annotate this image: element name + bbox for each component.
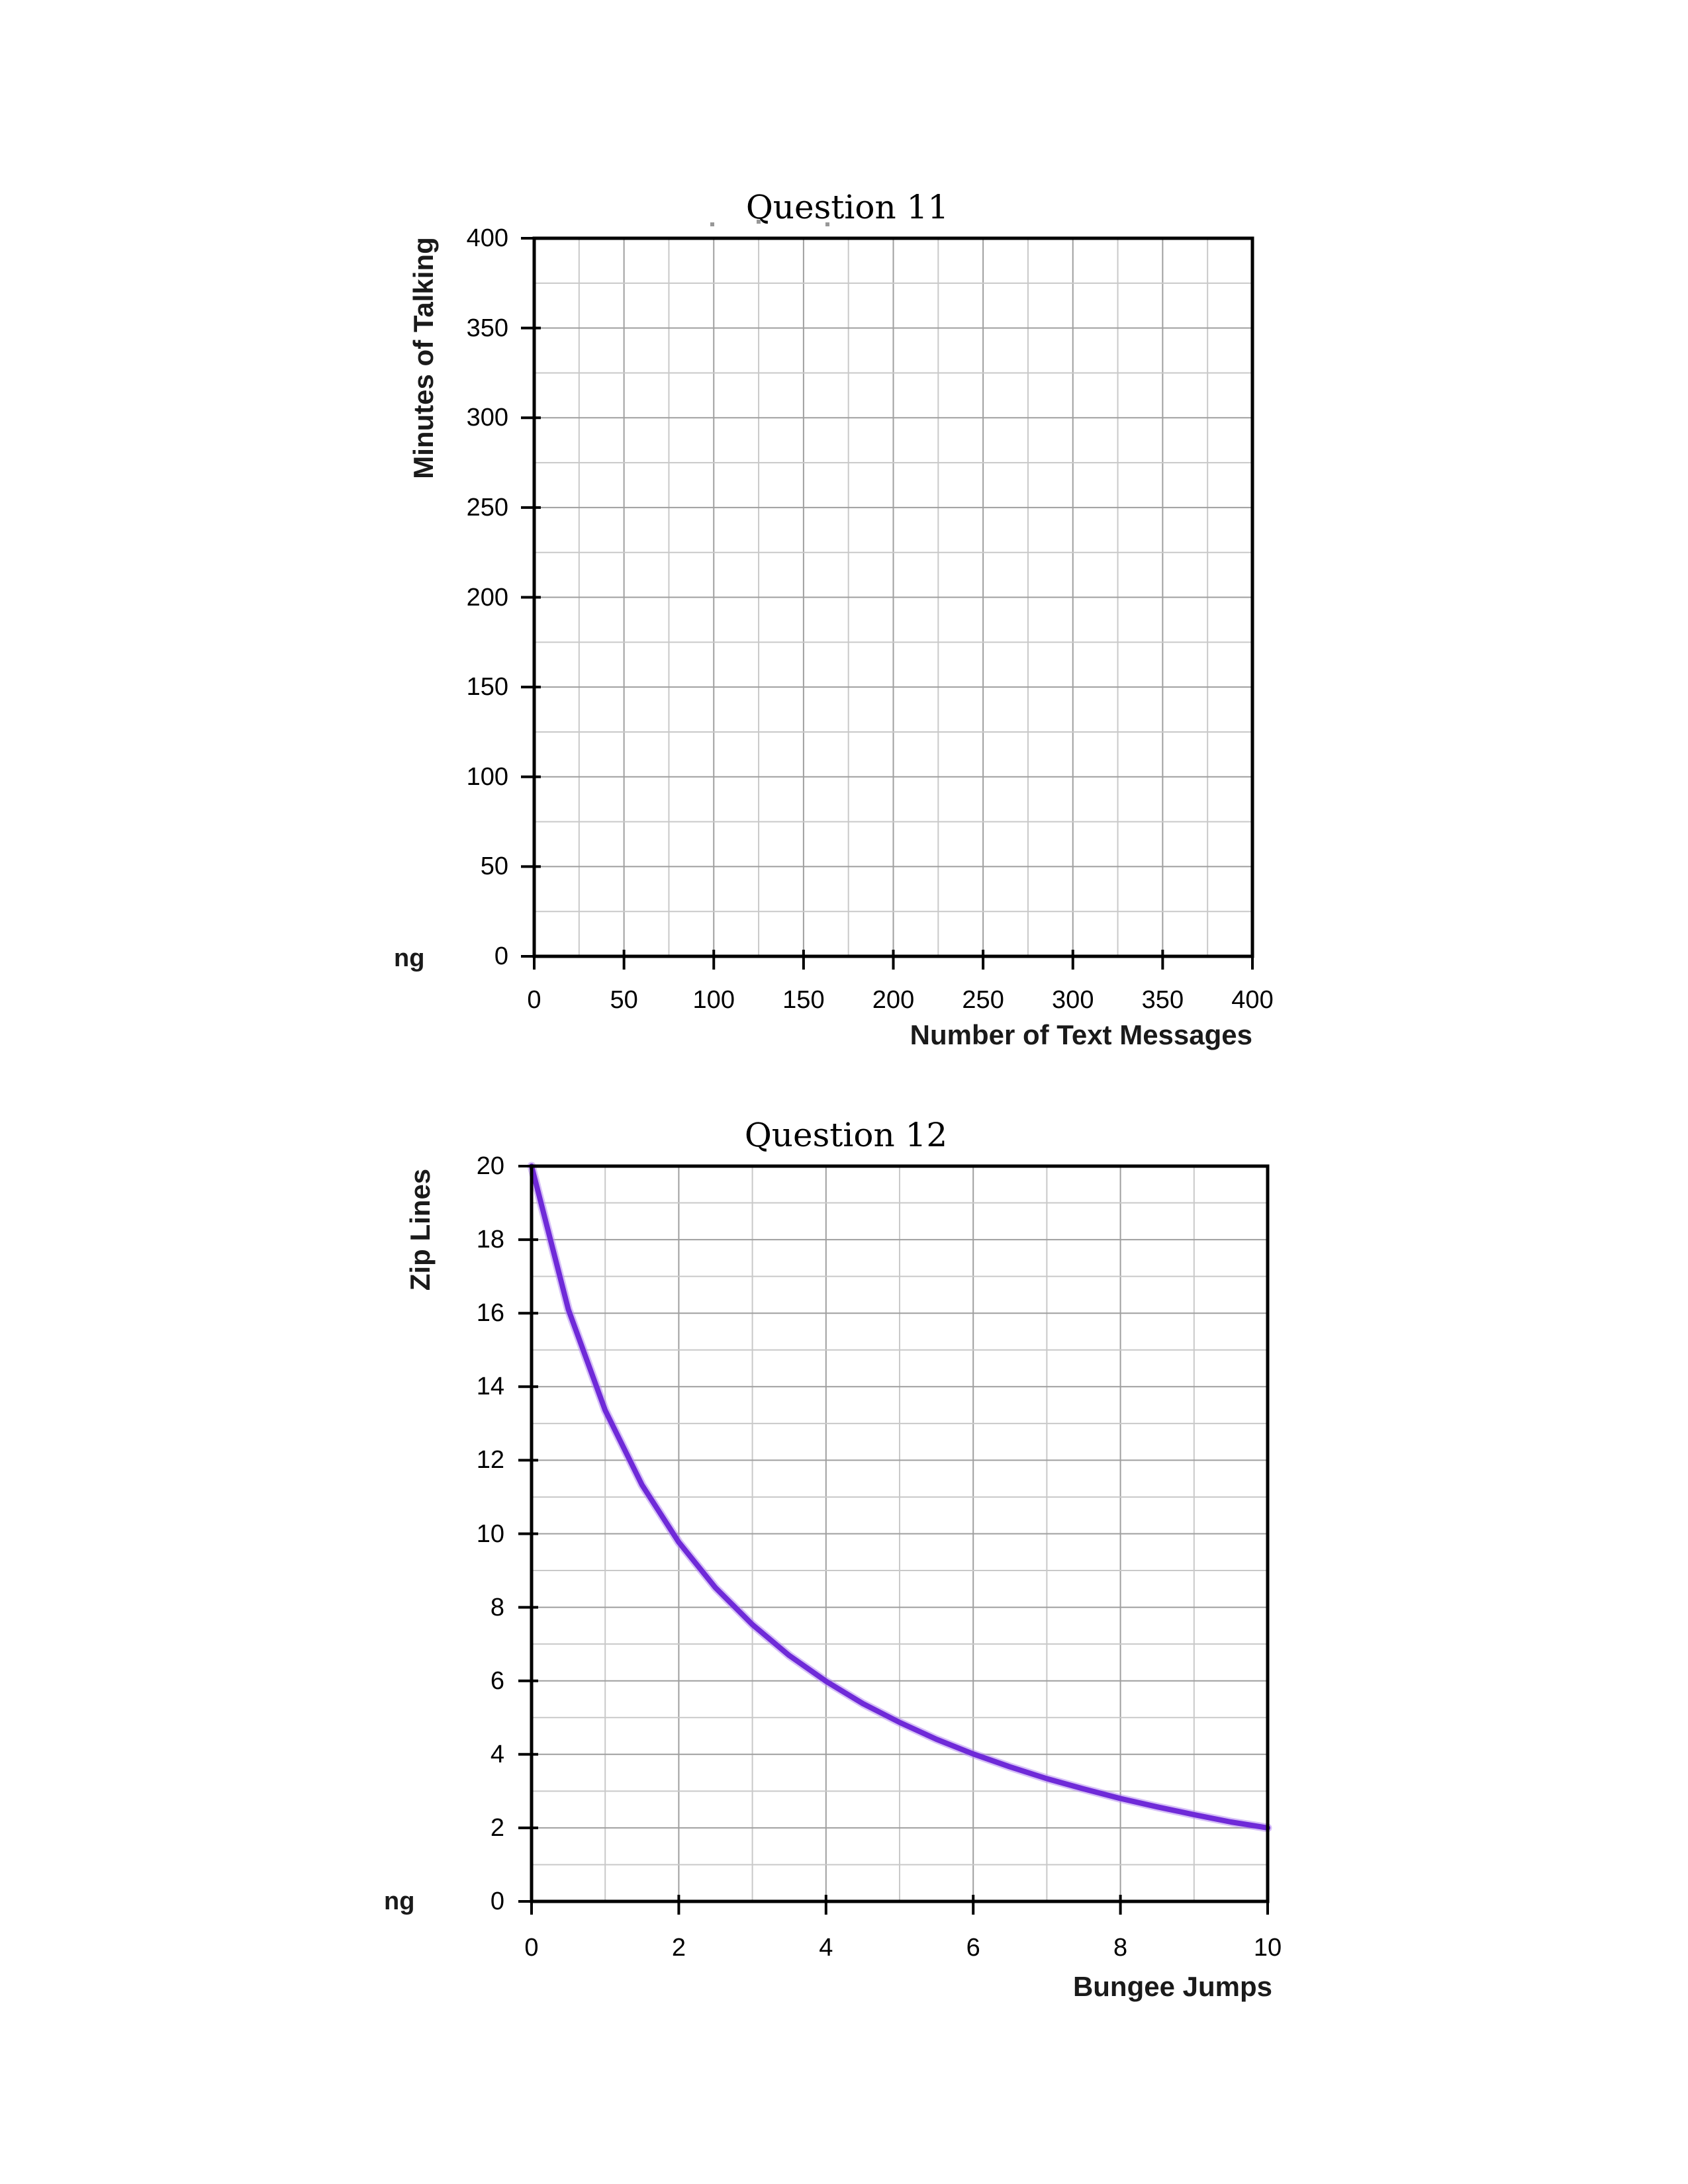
y-tick-label: 12: [476, 1446, 504, 1475]
q12-x-axis-title: Bungee Jumps: [1072, 1971, 1272, 2002]
q11-plot-area: [521, 236, 1254, 970]
y-tick-label: 6: [490, 1666, 504, 1695]
y-tick-label: 10: [476, 1520, 504, 1548]
x-tick-label: 250: [962, 986, 1004, 1014]
artifact-dot: [710, 222, 714, 226]
q12-plot-area: [518, 1161, 1272, 1915]
x-tick-label: 100: [692, 986, 735, 1014]
q11-chart-title: Question 11: [745, 188, 949, 226]
data-curve: [529, 1163, 1270, 1831]
y-tick-label: 20: [476, 1152, 504, 1180]
x-tick-label: 0: [527, 986, 541, 1014]
y-tick-label: 18: [476, 1226, 504, 1254]
x-tick-label: 50: [610, 986, 638, 1014]
x-tick-label: 2: [671, 1934, 686, 1962]
y-tick-label: 350: [466, 314, 508, 342]
x-tick-label: 0: [524, 1934, 539, 1962]
y-tick-label: 2: [490, 1813, 504, 1842]
y-tick-label: 200: [466, 583, 508, 612]
clipped-text-fragment: ng: [394, 944, 425, 972]
y-tick-label: 100: [466, 762, 508, 791]
y-tick-label: 8: [490, 1593, 504, 1621]
clipped-text-fragment: ng: [384, 1888, 415, 1915]
x-tick-label: 400: [1231, 986, 1274, 1014]
y-tick-label: 16: [476, 1299, 504, 1328]
y-tick-label: 400: [466, 224, 508, 252]
y-tick-label: 250: [466, 493, 508, 522]
y-tick-label: 300: [466, 404, 508, 432]
artifact-dot: [825, 222, 829, 226]
y-tick-label: 0: [490, 1888, 504, 1915]
x-tick-label: 150: [782, 986, 825, 1014]
x-tick-label: 8: [1113, 1934, 1128, 1962]
x-tick-label: 200: [872, 986, 915, 1014]
y-tick-label: 14: [476, 1373, 504, 1401]
q12-chart-title: Question 12: [744, 1116, 948, 1154]
y-tick-label: 150: [466, 673, 508, 702]
x-tick-label: 6: [966, 1934, 980, 1962]
x-tick-label: 10: [1253, 1934, 1282, 1962]
q11-x-axis-title: Number of Text Messages: [910, 1019, 1252, 1050]
x-tick-label: 4: [819, 1934, 833, 1962]
y-tick-label: 50: [480, 852, 508, 881]
x-tick-label: 300: [1052, 986, 1094, 1014]
y-tick-label: 0: [494, 942, 508, 970]
x-tick-label: 350: [1141, 986, 1184, 1014]
artifact-dot: [757, 220, 761, 224]
y-tick-label: 4: [490, 1740, 504, 1768]
q11-y-axis-title: Minutes of Talking: [408, 237, 439, 479]
